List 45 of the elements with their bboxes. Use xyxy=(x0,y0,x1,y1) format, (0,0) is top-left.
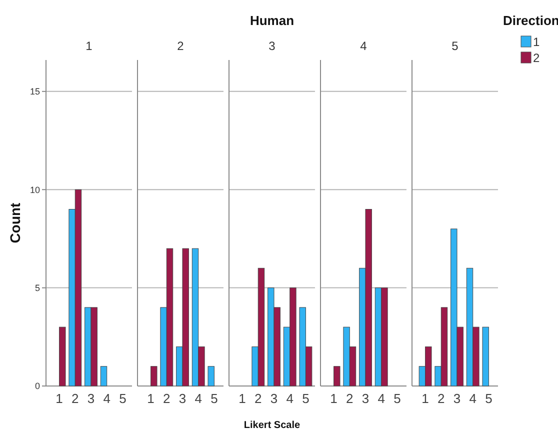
legend-label: 1 xyxy=(533,35,540,49)
x-tick-label: 3 xyxy=(178,391,186,406)
chart-title: 2 xyxy=(177,39,184,53)
x-tick-label: 1 xyxy=(56,391,63,406)
x-tick-label: 3 xyxy=(270,391,278,406)
x-tick-label: 1 xyxy=(422,391,429,406)
y-tick-label: 10 xyxy=(30,184,40,195)
x-tick-label: 2 xyxy=(346,391,354,406)
x-tick-label: 4 xyxy=(194,391,202,406)
y-tick-label: 15 xyxy=(30,86,40,97)
y-axis-title: Count xyxy=(7,202,23,244)
legend-label: 2 xyxy=(533,51,540,65)
text: Human xyxy=(250,13,294,28)
x-tick-label: 3 xyxy=(362,391,370,406)
bar xyxy=(150,366,158,386)
bar xyxy=(100,366,108,386)
x-tick-label: 4 xyxy=(103,391,110,406)
bar xyxy=(334,366,340,386)
x-tick-label: 5 xyxy=(394,391,401,406)
x-tick-label: 1 xyxy=(147,391,154,406)
x-tick-label: 5 xyxy=(210,391,218,406)
x-tick-label: 4 xyxy=(378,391,385,406)
x-tick-label: 5 xyxy=(302,391,310,406)
y-tick-label: 0 xyxy=(34,381,40,392)
x-tick-label: 3 xyxy=(87,391,95,406)
x-tick-label: 4 xyxy=(469,391,476,406)
x-tick-label: 2 xyxy=(72,391,79,406)
x-tick-label: 2 xyxy=(254,391,262,406)
x-tick-label: 2 xyxy=(163,391,170,406)
x-tick-label: 1 xyxy=(330,391,338,406)
bar xyxy=(59,326,66,386)
x-tick-label: 1 xyxy=(238,391,246,406)
x-axis-title: Likert Scale xyxy=(244,420,301,431)
y-tick-label: 5 xyxy=(34,282,40,293)
x-tick-label: 5 xyxy=(485,391,492,406)
chart-title: 4 xyxy=(360,39,368,53)
x-tick-label: 2 xyxy=(438,391,445,406)
x-tick-label: 4 xyxy=(286,391,294,406)
chart-title: 3 xyxy=(268,39,276,53)
chart-title: 5 xyxy=(452,39,459,53)
x-tick-label: 3 xyxy=(453,391,461,406)
bar xyxy=(482,326,489,386)
bar xyxy=(208,366,214,386)
chart-title: 1 xyxy=(86,39,93,53)
x-tick-label: 5 xyxy=(119,391,126,406)
